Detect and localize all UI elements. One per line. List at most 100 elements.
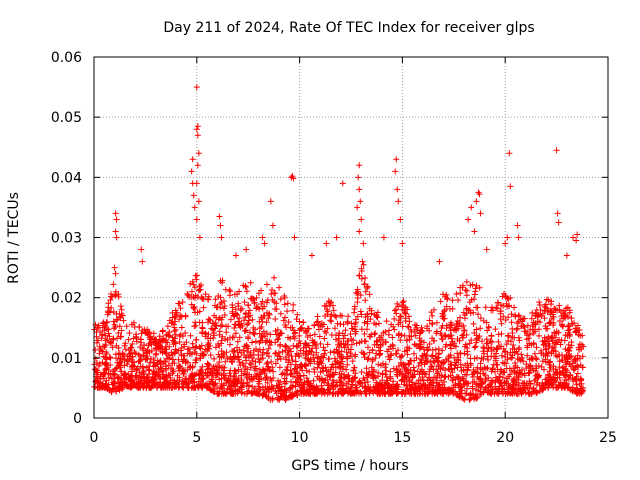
data-point (487, 337, 494, 344)
data-point (230, 390, 237, 397)
data-point (315, 354, 322, 361)
data-point (535, 362, 542, 369)
data-point (272, 350, 279, 357)
data-point (235, 356, 242, 363)
data-point (411, 367, 418, 374)
data-point (195, 150, 202, 157)
data-point (463, 371, 470, 378)
data-point (218, 372, 225, 379)
data-point (192, 322, 199, 329)
data-point (364, 344, 371, 351)
data-point (449, 369, 456, 376)
data-point (406, 345, 413, 352)
data-point (187, 280, 194, 287)
data-point (273, 390, 280, 397)
x-axis-label: GPS time / hours (291, 458, 408, 474)
data-point (478, 384, 485, 391)
data-point (483, 340, 490, 347)
data-point (121, 371, 128, 378)
data-point (410, 350, 417, 357)
data-point (431, 389, 438, 396)
data-point (297, 382, 304, 389)
data-point (100, 353, 107, 360)
data-point (386, 373, 393, 380)
data-point (311, 368, 318, 375)
data-point (270, 375, 277, 382)
data-point (542, 301, 549, 308)
data-point (113, 216, 120, 223)
data-point (382, 364, 389, 371)
data-point (461, 327, 468, 334)
data-point (304, 325, 311, 332)
data-point (138, 246, 145, 253)
data-point (415, 377, 422, 384)
data-point (285, 347, 292, 354)
data-point (277, 379, 284, 386)
data-point (235, 318, 242, 325)
data-point (424, 325, 431, 332)
data-point (153, 350, 160, 357)
data-point (434, 368, 441, 375)
data-point (498, 320, 505, 327)
data-point (242, 282, 249, 289)
data-point (330, 307, 337, 314)
data-point (218, 382, 225, 389)
data-point (402, 310, 409, 317)
data-point (424, 390, 431, 397)
data-point (519, 389, 526, 396)
data-point (197, 345, 204, 352)
data-point (107, 339, 114, 346)
data-point (371, 341, 378, 348)
data-point (507, 294, 514, 301)
data-point (133, 338, 140, 345)
data-point (367, 316, 374, 323)
data-point (504, 332, 511, 339)
data-point (268, 383, 275, 390)
data-point (525, 363, 532, 370)
data-point (347, 350, 354, 357)
data-point (265, 363, 272, 370)
data-point (189, 373, 196, 380)
data-point (339, 385, 346, 392)
data-point (147, 355, 154, 362)
data-point (345, 385, 352, 392)
data-point (387, 387, 394, 394)
data-point (281, 292, 288, 299)
data-point (344, 338, 351, 345)
data-point (524, 344, 531, 351)
data-point (139, 327, 146, 334)
data-point (565, 341, 572, 348)
data-point (298, 325, 305, 332)
data-point (514, 320, 521, 327)
data-point (485, 344, 492, 351)
data-point (508, 355, 515, 362)
data-point (433, 319, 440, 326)
data-point (377, 362, 384, 369)
data-point (361, 281, 368, 288)
data-point (548, 348, 555, 355)
data-point (463, 278, 470, 285)
data-point (398, 353, 405, 360)
data-point (320, 387, 327, 394)
data-point (276, 284, 283, 291)
data-point (251, 385, 258, 392)
data-point (498, 343, 505, 350)
data-point (213, 366, 220, 373)
data-point (205, 316, 212, 323)
data-point (541, 337, 548, 344)
data-point (498, 330, 505, 337)
data-point (455, 393, 462, 400)
data-point (514, 325, 521, 332)
data-point (333, 314, 340, 321)
data-point (118, 359, 125, 366)
data-point (546, 368, 553, 375)
data-point (276, 364, 283, 371)
data-point (227, 316, 234, 323)
data-point (259, 349, 266, 356)
data-point (288, 370, 295, 377)
data-point (388, 352, 395, 359)
data-point (516, 313, 523, 320)
data-point (473, 198, 480, 205)
data-point (514, 351, 521, 358)
